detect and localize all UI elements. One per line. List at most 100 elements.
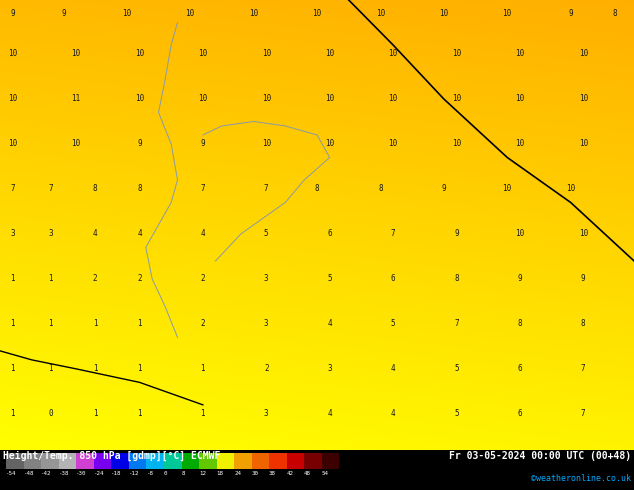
Text: 10: 10 xyxy=(8,95,17,103)
Text: 8: 8 xyxy=(581,319,586,328)
Bar xyxy=(59,453,77,469)
Text: 10: 10 xyxy=(452,95,461,103)
Text: 1: 1 xyxy=(93,319,98,328)
Text: 4: 4 xyxy=(93,229,98,239)
Text: 9: 9 xyxy=(10,9,15,18)
Text: 4: 4 xyxy=(391,409,396,418)
Text: 1: 1 xyxy=(10,409,15,418)
Text: 10: 10 xyxy=(122,9,131,18)
Text: ©weatheronline.co.uk: ©weatheronline.co.uk xyxy=(531,474,631,483)
Text: 7: 7 xyxy=(454,319,459,328)
Text: 0: 0 xyxy=(48,409,53,418)
Text: 10: 10 xyxy=(452,49,461,58)
Text: -18: -18 xyxy=(112,471,122,476)
Text: 1: 1 xyxy=(200,365,205,373)
Bar xyxy=(181,453,199,469)
Text: 8: 8 xyxy=(517,319,522,328)
Text: 7: 7 xyxy=(581,409,586,418)
Text: 7: 7 xyxy=(581,365,586,373)
Text: 1: 1 xyxy=(93,365,98,373)
Text: 48: 48 xyxy=(304,471,311,476)
Text: 6: 6 xyxy=(391,274,396,283)
Text: 1: 1 xyxy=(48,319,53,328)
Text: 10: 10 xyxy=(515,95,524,103)
Text: -48: -48 xyxy=(24,471,34,476)
Text: 4: 4 xyxy=(200,229,205,239)
Text: 8: 8 xyxy=(314,184,320,194)
Text: 1: 1 xyxy=(48,274,53,283)
Text: 6: 6 xyxy=(517,409,522,418)
Text: 8: 8 xyxy=(137,184,142,194)
Text: 0: 0 xyxy=(164,471,167,476)
Bar xyxy=(304,453,321,469)
Text: -54: -54 xyxy=(6,471,17,476)
Bar xyxy=(146,453,164,469)
Text: 7: 7 xyxy=(391,229,396,239)
Bar xyxy=(269,453,287,469)
Text: 5: 5 xyxy=(454,365,459,373)
Text: 3: 3 xyxy=(10,229,15,239)
Bar xyxy=(77,453,94,469)
Bar xyxy=(234,453,252,469)
Bar xyxy=(252,453,269,469)
Bar xyxy=(24,453,41,469)
Text: 2: 2 xyxy=(137,274,142,283)
Text: 2: 2 xyxy=(264,365,269,373)
Text: 18: 18 xyxy=(217,471,224,476)
Bar xyxy=(112,453,129,469)
Bar xyxy=(6,453,24,469)
Text: 1: 1 xyxy=(137,409,142,418)
Text: -38: -38 xyxy=(59,471,69,476)
Text: 5: 5 xyxy=(391,319,396,328)
Text: 10: 10 xyxy=(503,184,512,194)
Text: 10: 10 xyxy=(566,184,575,194)
Text: 1: 1 xyxy=(10,274,15,283)
Bar xyxy=(164,453,181,469)
Text: 9: 9 xyxy=(454,229,459,239)
Text: 10: 10 xyxy=(503,9,512,18)
Text: 10: 10 xyxy=(452,140,461,148)
Text: 10: 10 xyxy=(325,95,334,103)
Bar xyxy=(199,453,217,469)
Text: 10: 10 xyxy=(515,140,524,148)
Text: 7: 7 xyxy=(200,184,205,194)
Text: 8: 8 xyxy=(454,274,459,283)
Text: 3: 3 xyxy=(264,409,269,418)
Text: 1: 1 xyxy=(48,365,53,373)
Text: 10: 10 xyxy=(389,140,398,148)
Text: 10: 10 xyxy=(8,140,17,148)
Text: 8: 8 xyxy=(612,9,618,18)
Text: -12: -12 xyxy=(129,471,139,476)
Text: 10: 10 xyxy=(8,49,17,58)
Text: 10: 10 xyxy=(72,49,81,58)
Text: 3: 3 xyxy=(327,365,332,373)
Text: 6: 6 xyxy=(517,365,522,373)
Text: -30: -30 xyxy=(77,471,87,476)
Text: 10: 10 xyxy=(515,229,524,239)
Text: 5: 5 xyxy=(454,409,459,418)
Text: 10: 10 xyxy=(389,49,398,58)
Text: 4: 4 xyxy=(391,365,396,373)
Text: 11: 11 xyxy=(72,95,81,103)
Text: 12: 12 xyxy=(199,471,206,476)
Text: 8: 8 xyxy=(93,184,98,194)
Text: 38: 38 xyxy=(269,471,276,476)
Text: 10: 10 xyxy=(186,9,195,18)
Text: 10: 10 xyxy=(198,95,207,103)
Text: 5: 5 xyxy=(264,229,269,239)
Text: 10: 10 xyxy=(579,49,588,58)
Text: 3: 3 xyxy=(264,274,269,283)
Text: 10: 10 xyxy=(313,9,321,18)
Text: 30: 30 xyxy=(252,471,259,476)
Text: 10: 10 xyxy=(262,95,271,103)
Text: 10: 10 xyxy=(515,49,524,58)
Text: 9: 9 xyxy=(441,184,446,194)
Text: 3: 3 xyxy=(264,319,269,328)
Text: 7: 7 xyxy=(264,184,269,194)
Bar xyxy=(217,453,234,469)
Text: 9: 9 xyxy=(517,274,522,283)
Text: -24: -24 xyxy=(94,471,105,476)
Bar xyxy=(41,453,59,469)
Bar xyxy=(129,453,146,469)
Text: 10: 10 xyxy=(376,9,385,18)
